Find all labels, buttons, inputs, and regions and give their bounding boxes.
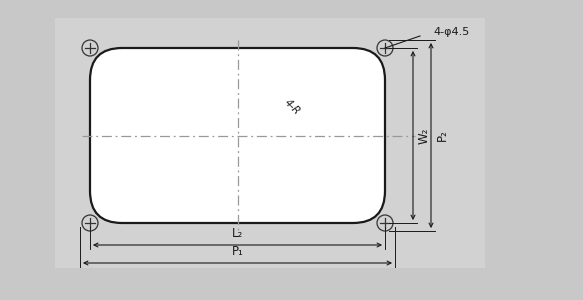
Text: 4-φ4.5: 4-φ4.5 — [433, 27, 469, 37]
Text: 4-R: 4-R — [283, 98, 302, 117]
Text: P₁: P₁ — [231, 245, 244, 258]
Text: P₂: P₂ — [436, 130, 449, 141]
FancyBboxPatch shape — [55, 18, 485, 268]
Text: L₂: L₂ — [232, 227, 243, 240]
Text: W₂: W₂ — [418, 127, 431, 144]
FancyBboxPatch shape — [90, 48, 385, 223]
